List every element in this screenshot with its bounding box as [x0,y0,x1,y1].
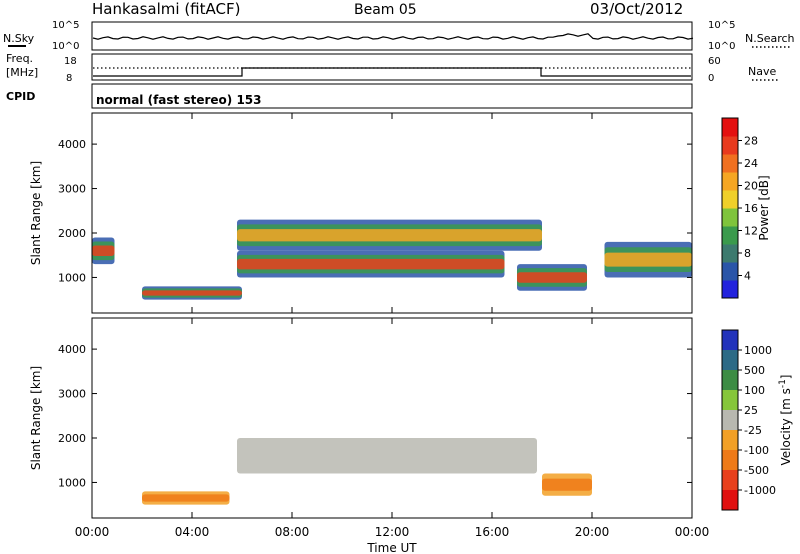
colorbar-swatch [722,208,738,227]
power-colorbar-frame [721,117,739,299]
colorbar-tick-label: 8 [744,247,751,260]
colorbar-tick-label: 20 [744,180,758,193]
colorbar-tick-label: 16 [744,202,758,215]
freq-label: Freq. [6,52,33,65]
x-tick-label: 20:00 [575,525,610,539]
y-tick-label: 2000 [58,432,86,445]
x-tick-label: 00:00 [675,525,710,539]
colorbar-tick-label: 4 [744,270,751,283]
x-axis-label: Time UT [366,541,417,554]
colorbar-swatch [722,330,738,351]
nave-trace [93,67,691,77]
nsky-bottom-tick: 10^0 [52,41,79,52]
colorbar-tick-label: -500 [744,464,769,477]
colorbar-swatch [722,172,738,191]
colorbar-swatch [722,280,738,299]
colorbar-tick-label: 1000 [744,344,772,357]
velocity-colorbar: 1000 500 100 25 -25 -100 -500 -1000 [722,330,776,511]
power-colorbar-label: Power [dB] [757,175,771,240]
y-tick-label: 4000 [58,138,86,151]
y-tick-label: 2000 [58,227,86,240]
freq-panel-frame [91,53,693,81]
colorbar-swatch [722,226,738,245]
station-title: Hankasalmi (fitACF) [92,0,240,18]
colorbar-swatch [722,350,738,371]
colorbar-tick-label: 28 [744,135,758,148]
cpid-label: CPID [6,90,35,103]
power-panel-frame [91,112,693,314]
colorbar-swatch [722,490,738,511]
colorbar-tick-label: 500 [744,364,765,377]
velocity-heatmap [142,438,592,505]
nsky-label: N.Sky [3,32,35,45]
power-colorbar: 4 8 12 16 20 24 28 [722,118,758,299]
freq-bottom-tick: 8 [66,73,72,84]
velocity-colorbar-label: Velocity [m s-1] [778,375,793,466]
colorbar-swatch [722,118,738,137]
freq-unit-label: [MHz] [6,66,38,79]
scatter-region [237,229,542,242]
nave-label: Nave [748,65,776,78]
x-tick-label: 12:00 [375,525,410,539]
velocity-y-axis: 1000 2000 3000 4000 [58,343,692,489]
power-y-axis-label: Slant Range [km] [29,161,43,265]
date-label: 03/Oct/2012 [590,0,683,18]
colorbar-swatch [722,470,738,491]
colorbar-tick-label: 100 [744,384,765,397]
nsearch-top-tick: 10^5 [708,20,735,31]
y-tick-label: 1000 [58,271,86,284]
y-tick-label: 3000 [58,388,86,401]
colorbar-swatch [722,370,738,391]
y-tick-label: 4000 [58,343,86,356]
nsearch-bottom-tick: 10^0 [708,41,735,52]
y-tick-label: 1000 [58,476,86,489]
colorbar-swatch [722,430,738,451]
cpid-program: normal (fast stereo) 153 [96,93,262,107]
scatter-region [237,258,505,270]
scatter-region [92,245,115,257]
colorbar-tick-label: -100 [744,444,769,457]
colorbar-tick-label: 25 [744,404,758,417]
colorbar-tick-label: 12 [744,225,758,238]
power-heatmap [92,219,692,300]
colorbar-swatch [722,190,738,209]
x-tick-label: 04:00 [175,525,210,539]
beam-label: Beam 05 [354,2,417,18]
scatter-region [142,494,230,502]
power-y-axis: 1000 2000 3000 4000 [58,138,692,284]
x-tick-label: 00:00 [75,525,110,539]
velocity-y-axis-label: Slant Range [km] [29,366,43,470]
colorbar-swatch [722,244,738,263]
nsky-top-tick: 10^5 [52,20,79,31]
colorbar-swatch [722,136,738,155]
x-tick-label: 08:00 [275,525,310,539]
scatter-region [542,478,592,491]
scatter-region [142,290,242,296]
noise-trace [92,33,694,40]
velocity-panel-frame [91,317,693,519]
cpid-panel-frame [91,83,693,109]
time-x-axis: 00:00 04:00 08:00 12:00 16:00 20:00 00:00 [75,113,710,539]
y-tick-label: 3000 [58,183,86,196]
colorbar-swatch [722,262,738,281]
colorbar-swatch [722,390,738,411]
freq-top-tick: 18 [64,56,77,67]
colorbar-swatch [722,450,738,471]
colorbar-swatch [722,410,738,431]
nave-bottom-tick: 0 [708,73,714,84]
velocity-colorbar-frame [721,329,739,511]
scatter-region [517,272,587,283]
colorbar-tick-label: 24 [744,157,758,170]
nsearch-label: N.Search [745,32,795,45]
scatter-region [604,252,692,267]
colorbar-tick-label: -1000 [744,484,776,497]
nave-top-tick: 60 [708,56,721,67]
colorbar-tick-label: -25 [744,424,762,437]
colorbar-swatch [722,154,738,173]
noise-panel-frame [91,21,693,51]
x-tick-label: 16:00 [475,525,510,539]
scatter-region [237,438,537,474]
